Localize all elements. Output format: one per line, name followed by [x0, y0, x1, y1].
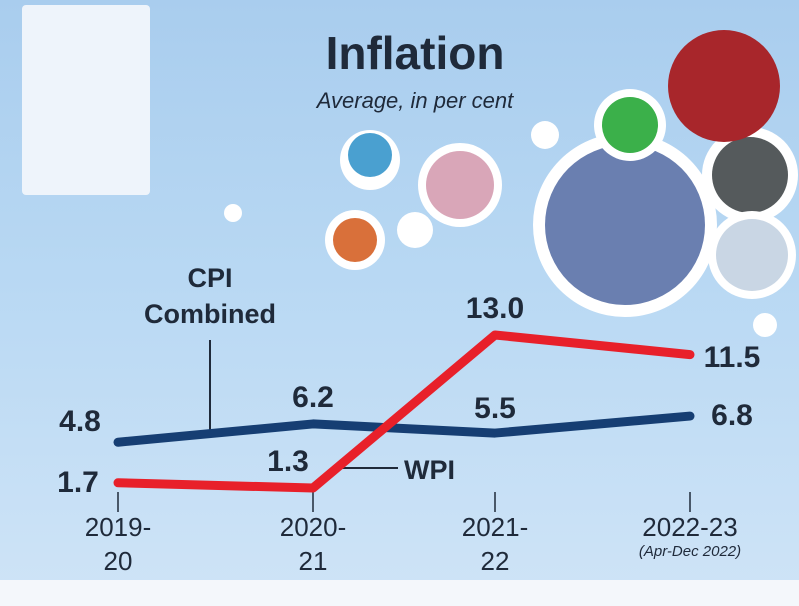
point — [493, 431, 497, 435]
data-label: 6.8 — [711, 399, 753, 433]
decor-bubble — [712, 137, 788, 213]
point — [688, 353, 692, 357]
series-label: WPI — [404, 452, 455, 488]
infographic: Inflation Average, in per cent CPI Combi… — [0, 0, 799, 606]
data-label: 4.8 — [59, 405, 101, 439]
data-label: 13.0 — [466, 292, 524, 326]
data-label: 1.3 — [267, 445, 309, 479]
data-label: 11.5 — [704, 341, 761, 375]
decor-bubble — [716, 219, 788, 291]
data-label: 1.7 — [57, 466, 99, 500]
data-label: 5.5 — [474, 392, 516, 426]
chart-subtitle: Average, in per cent — [250, 88, 580, 114]
chart-title: Inflation — [250, 26, 580, 80]
point — [116, 440, 120, 444]
x-tick-label: 2022-23 — [605, 510, 775, 544]
decor-bubble — [397, 212, 433, 248]
decor-bubble — [545, 145, 705, 305]
category-note: (Apr-Dec 2022) — [639, 543, 741, 560]
decor-bubble — [333, 218, 377, 262]
x-tick-label: 2021-22 — [460, 510, 530, 578]
decor-bubble — [426, 151, 494, 219]
data-label: 6.2 — [292, 381, 334, 415]
point — [311, 422, 315, 426]
decor-bubble — [602, 97, 658, 153]
x-tick-label: 2019-20 — [83, 510, 153, 578]
footer — [0, 580, 799, 606]
point — [311, 486, 315, 490]
point — [493, 333, 497, 337]
series-line — [118, 416, 690, 442]
decor-bubble — [753, 313, 777, 337]
x-ticks — [118, 492, 690, 512]
series-label: CPI Combined — [130, 260, 290, 332]
x-tick-label: 2020-21 — [278, 510, 348, 578]
point — [688, 414, 692, 418]
badge — [668, 30, 780, 142]
decor-bubble — [224, 204, 242, 222]
logo-panel — [22, 5, 150, 195]
decor-bubble — [348, 133, 392, 177]
decor-bubble — [531, 121, 559, 149]
point — [116, 481, 120, 485]
